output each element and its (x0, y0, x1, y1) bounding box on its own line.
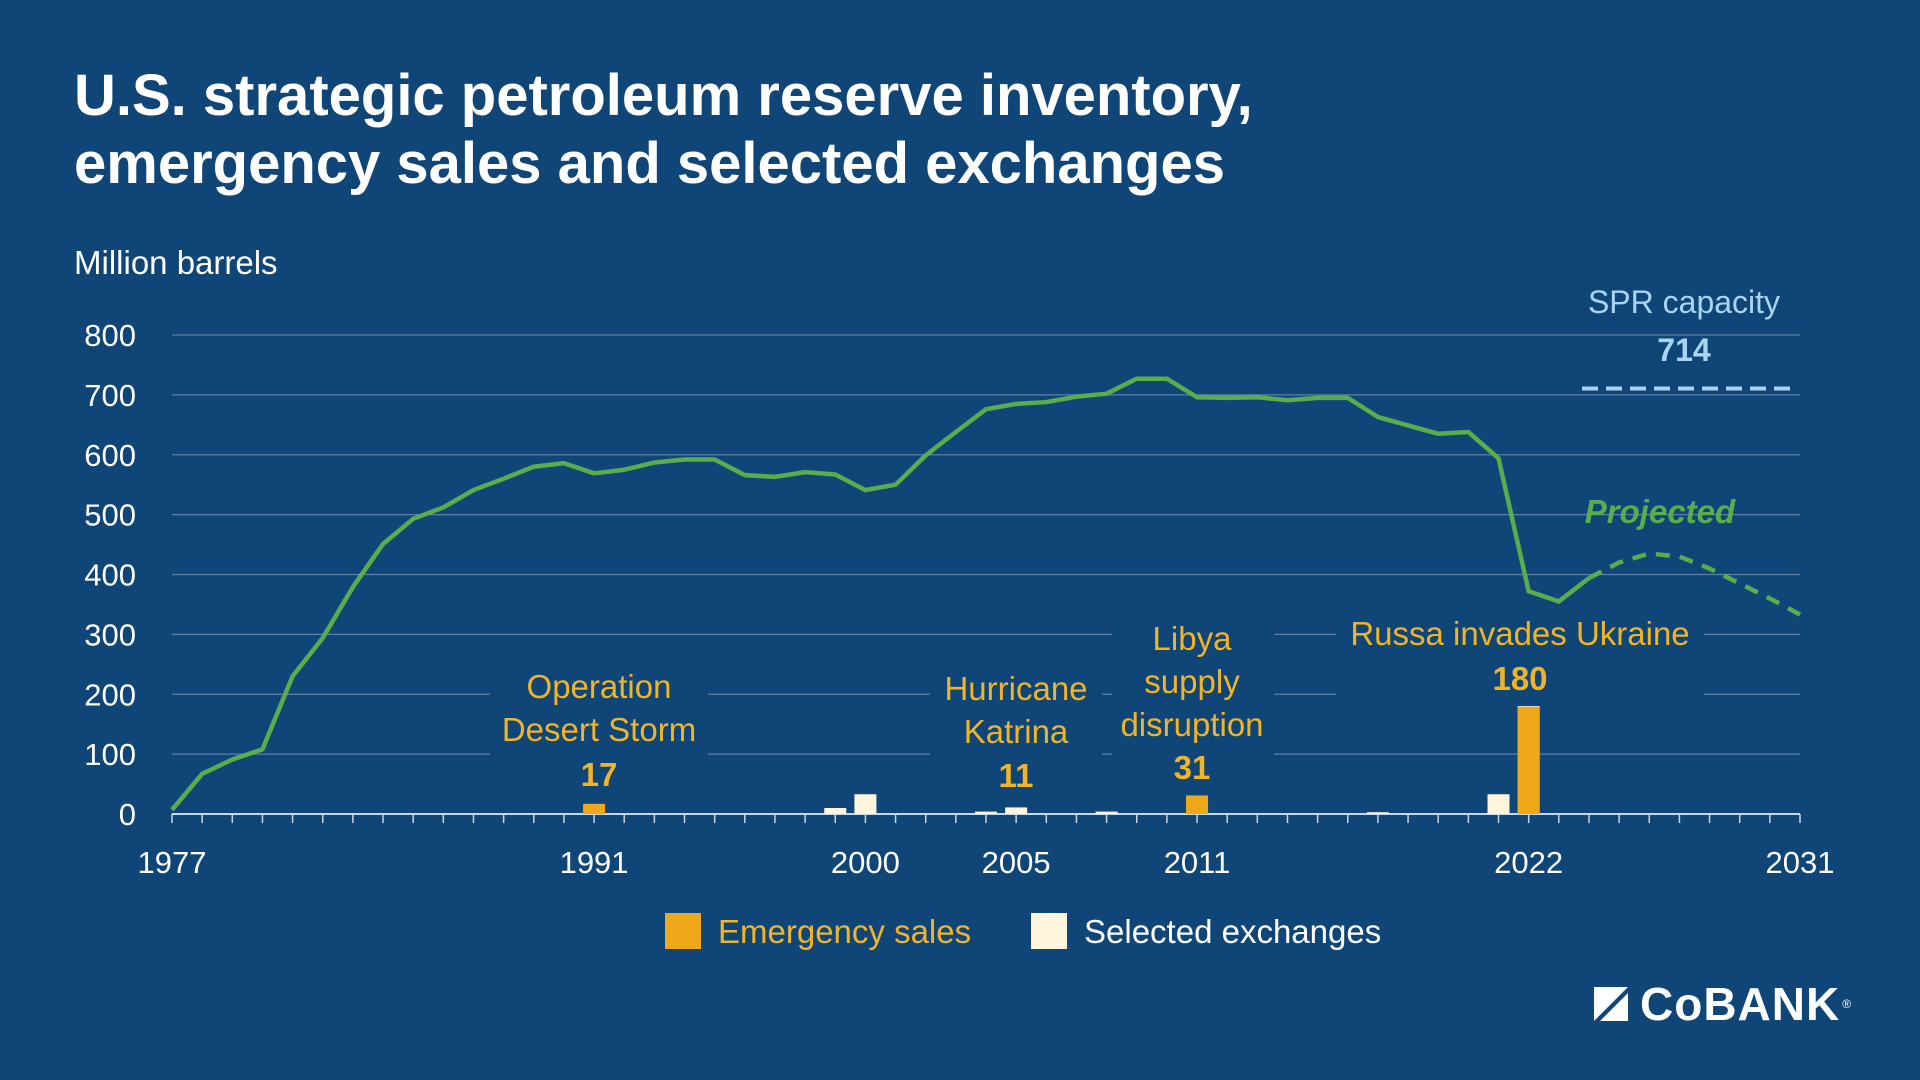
x-tick-label-2000: 2000 (831, 845, 900, 880)
annotation-3-line-0: Russa invades Ukraine (1350, 615, 1689, 652)
y-tick-label-100: 100 (84, 737, 136, 772)
exchange-bar-2005 (1005, 807, 1028, 814)
cobank-logo: CoBANK ® (1590, 978, 1852, 1030)
x-tick-label-2005: 2005 (982, 845, 1051, 880)
projected-line (1587, 551, 1802, 617)
spr-capacity-value: 714 (1657, 332, 1711, 368)
legend-swatch-1 (1031, 913, 1067, 949)
annotation-bg-2 (1112, 615, 1274, 790)
annotation-bg-1 (930, 663, 1102, 793)
exchange-bar-2004 (975, 811, 997, 814)
annotation-1-value: 11 (999, 757, 1034, 794)
x-tick-label-2031: 2031 (1766, 845, 1835, 880)
x-tick-label-1977: 1977 (138, 845, 207, 880)
logo-registered-mark: ® (1842, 997, 1852, 1011)
spr-capacity-label: SPR capacity (1588, 284, 1780, 320)
y-tick-label-0: 0 (119, 797, 136, 832)
exchange-bar-2021 (1487, 794, 1510, 814)
logo-text: CoBANK (1640, 978, 1841, 1030)
annotation-3-value: 180 (1492, 660, 1547, 697)
annotation-2-line-2: disruption (1120, 706, 1263, 743)
exchange-bar-2017 (1366, 812, 1389, 814)
y-tick-label-800: 800 (84, 318, 136, 353)
emergency-bar-front-2022 (1517, 706, 1540, 814)
y-tick-label-500: 500 (84, 498, 136, 533)
exchange-bar-2000 (854, 794, 877, 814)
projected-label: Projected (1585, 493, 1736, 530)
annotation-0-line-0: Operation (527, 668, 672, 705)
annotation-bg-0 (490, 660, 708, 790)
emergency-bar-1991 (583, 803, 606, 814)
cobank-logo-icon (1594, 987, 1628, 1021)
exchange-bar-top-2022 (1517, 706, 1540, 708)
annotation-0-value: 17 (581, 756, 618, 793)
y-tick-label-400: 400 (84, 558, 136, 593)
x-tick-label-2011: 2011 (1164, 845, 1231, 880)
exchange-bar-1999 (824, 808, 847, 814)
emergency-bar-2011 (1186, 795, 1209, 814)
inventory-line (170, 376, 1591, 812)
legend-swatch-0 (665, 913, 701, 949)
x-tick-label-1991: 1991 (560, 845, 629, 880)
y-axis-title: Million barrels (74, 244, 278, 281)
y-tick-label-600: 600 (84, 438, 136, 473)
annotation-1-line-1: Katrina (964, 713, 1069, 750)
legend-label-0: Emergency sales (718, 913, 971, 950)
annotation-1-line-0: Hurricane (944, 670, 1087, 707)
legend-label-1: Selected exchanges (1084, 913, 1381, 950)
y-tick-label-300: 300 (84, 617, 136, 652)
y-tick-label-700: 700 (84, 378, 136, 413)
chart-title-line-2: emergency sales and selected exchanges (74, 131, 1225, 196)
annotation-2-value: 31 (1174, 749, 1211, 786)
chart-title: U.S. strategic petroleum reserve invento… (74, 62, 1574, 198)
y-tick-label-200: 200 (84, 677, 136, 712)
exchange-bar-2008 (1095, 811, 1118, 814)
annotation-2-line-0: Libya (1153, 620, 1233, 657)
annotation-bg-3 (1336, 612, 1704, 704)
chart-title-line-1: U.S. strategic petroleum reserve invento… (74, 63, 1253, 128)
annotation-2-line-1: supply (1144, 663, 1240, 700)
annotation-0-line-1: Desert Storm (502, 711, 696, 748)
x-tick-label-2022: 2022 (1494, 845, 1563, 880)
